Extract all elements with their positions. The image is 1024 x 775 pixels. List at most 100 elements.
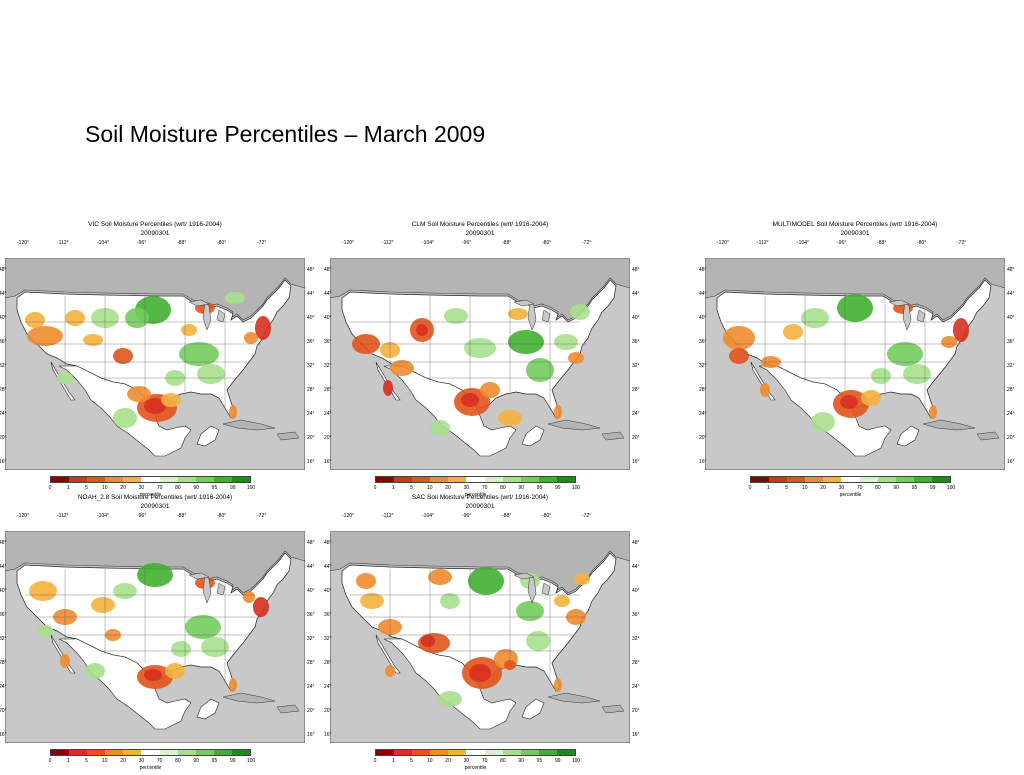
legend-swatch xyxy=(412,750,431,755)
legend-tick-label: 5 xyxy=(410,485,413,491)
legend-tick-label: 80 xyxy=(175,758,181,764)
percentile-legend: 0 1 5 10 20 30 70 80 90 95 99 100 percentile xyxy=(49,476,255,502)
latitude-tick-label: 36° xyxy=(307,339,315,345)
latitude-tick-label: 28° xyxy=(699,387,707,393)
latitude-tick-label: 32° xyxy=(0,363,7,369)
soil-moisture-map xyxy=(4,257,306,471)
latitude-tick-label: 28° xyxy=(632,660,640,666)
longitude-tick-label: -120° xyxy=(717,240,730,246)
legend-swatch xyxy=(376,750,395,755)
legend-swatch xyxy=(159,750,178,755)
latitude-tick-label: 44° xyxy=(632,564,640,570)
legend-tick-label: 95 xyxy=(911,485,918,491)
latitude-tick-label: 20° xyxy=(0,708,7,714)
legend-tick-label: 30 xyxy=(463,485,470,491)
latitude-tick-label: 16° xyxy=(307,459,315,465)
latitude-tick-label: 20° xyxy=(632,708,640,714)
longitude-tick-label: -104° xyxy=(97,240,110,246)
longitude-axis: -120° -112° -104° -96° -88° -80° -72° xyxy=(705,240,1005,248)
latitude-tick-label: 16° xyxy=(632,732,640,738)
map-panel-multimodel: MULTIMODEL Soil Moisture Percentiles (wr… xyxy=(699,220,1015,502)
latitude-tick-label: 24° xyxy=(1007,411,1015,417)
longitude-tick-label: -104° xyxy=(797,240,810,246)
legend-swatch xyxy=(859,477,878,482)
legend-tick-label: 20 xyxy=(445,758,451,764)
legend-swatch xyxy=(213,477,232,482)
latitude-tick-label: 16° xyxy=(1007,459,1015,465)
legend-swatch xyxy=(195,477,214,482)
legend-tick-label: 100 xyxy=(571,485,581,491)
legend-swatch xyxy=(502,477,521,482)
latitude-tick-label: 48° xyxy=(0,267,7,273)
latitude-tick-label: 32° xyxy=(632,636,640,642)
legend-tick-label: 70 xyxy=(481,758,488,764)
legend-swatch xyxy=(769,477,788,482)
latitude-tick-label: 24° xyxy=(324,411,332,417)
map-panel-vic: VIC Soil Moisture Percentiles (wrt/ 1916… xyxy=(0,220,315,502)
legend-swatch xyxy=(141,750,160,755)
longitude-tick-label: -88° xyxy=(877,240,887,246)
legend-tick-label: 70 xyxy=(856,485,863,491)
legend-swatch xyxy=(538,750,557,755)
percentile-legend: 0 1 5 10 20 30 70 80 90 95 99 100 percentile xyxy=(374,749,580,775)
longitude-tick-label: -72° xyxy=(582,240,592,246)
legend-tick-label: 20 xyxy=(820,485,826,491)
legend-tick-label: 90 xyxy=(518,485,524,491)
map-panel-clm: CLM Soil Moisture Percentiles (wrt/ 1916… xyxy=(324,220,640,502)
latitude-tick-label: 16° xyxy=(0,459,7,465)
panel-date: 20090301 xyxy=(140,503,170,510)
latitude-tick-label: 28° xyxy=(324,387,332,393)
latitude-tick-label: 40° xyxy=(632,588,640,594)
latitude-tick-label: 20° xyxy=(632,435,640,441)
latitude-tick-label: 44° xyxy=(632,291,640,297)
legend-tick-label: 20 xyxy=(120,485,126,491)
latitude-tick-label: 16° xyxy=(324,732,332,738)
legend-swatch xyxy=(177,477,196,482)
panel-title: CLM Soil Moisture Percentiles (wrt/ 1916… xyxy=(411,221,549,228)
legend-swatch xyxy=(123,750,142,755)
panel-title: MULTIMODEL Soil Moisture Percentiles (wr… xyxy=(772,221,938,228)
longitude-tick-label: -120° xyxy=(17,513,30,519)
longitude-tick-label: -80° xyxy=(217,513,227,519)
latitude-tick-label: 32° xyxy=(307,363,315,369)
longitude-tick-label: -88° xyxy=(177,240,187,246)
latitude-tick-label: 28° xyxy=(632,387,640,393)
latitude-tick-label: 32° xyxy=(632,363,640,369)
latitude-tick-label: 20° xyxy=(699,435,707,441)
latitude-tick-label: 44° xyxy=(0,564,7,570)
latitude-tick-label: 44° xyxy=(0,291,7,297)
panel-title: SAC Soil Moisture Percentiles (wrt/ 1916… xyxy=(411,494,549,501)
longitude-tick-label: -96° xyxy=(462,513,472,519)
legend-tick-label: 90 xyxy=(893,485,899,491)
map-panel-sac: SAC Soil Moisture Percentiles (wrt/ 1916… xyxy=(324,493,640,775)
legend-tick-label: 99 xyxy=(554,485,561,491)
longitude-axis: -120° -112° -104° -96° -88° -80° -72° xyxy=(330,240,630,248)
latitude-tick-label: 48° xyxy=(1007,267,1015,273)
latitude-tick-label: 24° xyxy=(632,684,640,690)
percentile-legend: 0 1 5 10 20 30 70 80 90 95 99 100 percentile xyxy=(374,476,580,502)
longitude-tick-label: -72° xyxy=(582,513,592,519)
latitude-tick-label: 36° xyxy=(324,339,332,345)
latitude-tick-label: 24° xyxy=(307,411,315,417)
legend-swatch xyxy=(51,750,70,755)
latitude-tick-label: 20° xyxy=(324,435,332,441)
longitude-tick-label: -72° xyxy=(257,240,267,246)
legend-swatch xyxy=(556,750,576,755)
latitude-tick-label: 24° xyxy=(632,411,640,417)
legend-color-bar xyxy=(375,476,576,483)
longitude-tick-label: -80° xyxy=(542,513,552,519)
legend-tick-label: 70 xyxy=(156,758,163,764)
legend-tick-label: 99 xyxy=(929,485,936,491)
latitude-tick-label: 32° xyxy=(0,636,7,642)
legend-swatch xyxy=(87,477,106,482)
legend-swatch xyxy=(484,750,503,755)
legend-tick-label: 90 xyxy=(518,758,524,764)
legend-tick-label: 70 xyxy=(481,485,488,491)
legend-swatch xyxy=(195,750,214,755)
legend-swatch xyxy=(520,477,539,482)
legend-swatch xyxy=(51,477,70,482)
longitude-tick-label: -80° xyxy=(217,240,227,246)
latitude-tick-label: 20° xyxy=(307,435,315,441)
latitude-tick-label: 24° xyxy=(0,684,7,690)
longitude-axis: -120° -112° -104° -96° -88° -80° -72° xyxy=(5,240,305,248)
